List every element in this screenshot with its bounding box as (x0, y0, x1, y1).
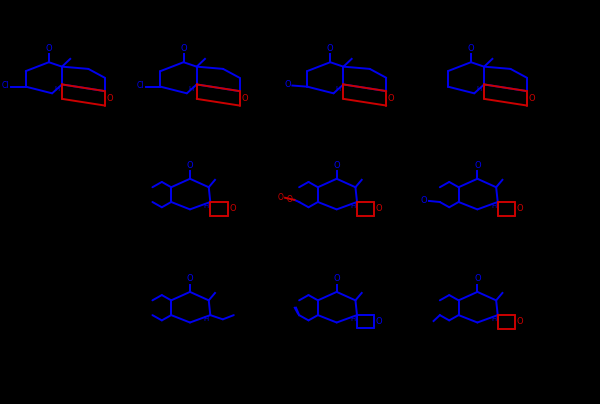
Text: H: H (203, 203, 209, 209)
Text: H: H (491, 203, 496, 209)
Text: O: O (46, 44, 52, 53)
Text: H: H (476, 86, 482, 92)
Text: O: O (278, 193, 283, 202)
Text: O: O (327, 44, 334, 53)
Text: O: O (376, 204, 382, 213)
Text: H: H (491, 316, 496, 322)
Text: O: O (467, 44, 474, 53)
Text: O: O (474, 161, 481, 170)
Text: O: O (241, 94, 248, 103)
Text: O: O (388, 94, 395, 103)
Text: H: H (350, 316, 355, 322)
Text: O: O (334, 161, 340, 170)
Text: H: H (189, 86, 194, 92)
Text: O: O (376, 317, 382, 326)
Text: O: O (334, 274, 340, 283)
Text: H: H (54, 86, 59, 92)
Text: O: O (529, 94, 535, 103)
Text: H: H (335, 86, 341, 92)
Text: H: H (350, 203, 355, 209)
Text: Cl: Cl (2, 82, 10, 90)
Text: O: O (421, 196, 427, 205)
Text: O: O (517, 318, 523, 326)
Text: O: O (180, 44, 187, 53)
Text: O: O (474, 274, 481, 283)
Text: O: O (187, 161, 193, 170)
Text: Cl: Cl (137, 82, 144, 90)
Text: O: O (517, 204, 523, 213)
Text: O: O (229, 204, 236, 213)
Text: O: O (187, 274, 193, 283)
Text: H: H (203, 316, 209, 322)
Text: O: O (284, 80, 291, 89)
Text: O: O (106, 94, 113, 103)
Text: O: O (287, 196, 293, 204)
